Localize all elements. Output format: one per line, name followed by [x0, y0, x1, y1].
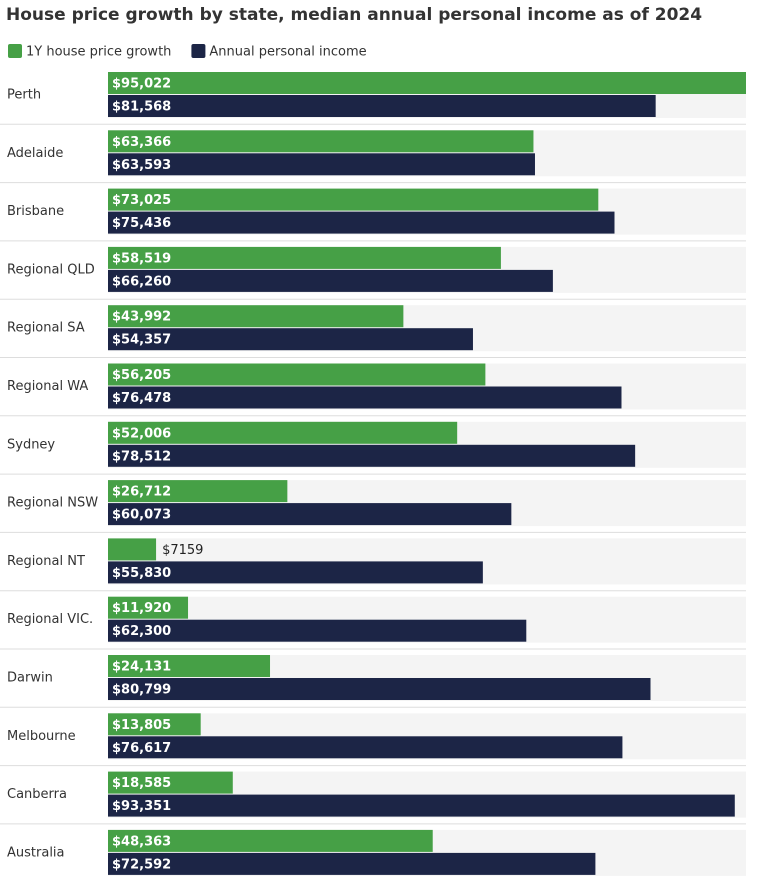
category-label: Regional QLD: [7, 262, 95, 277]
category-label: Regional NT: [7, 554, 85, 569]
value-label: $75,436: [112, 216, 171, 231]
value-label: $56,205: [112, 368, 171, 383]
value-label: $11,920: [112, 601, 171, 616]
value-label: $78,512: [112, 449, 171, 464]
category-label: Darwin: [7, 671, 53, 686]
bar: [108, 736, 623, 759]
value-label: $80,799: [112, 683, 171, 698]
value-label: $43,992: [112, 310, 171, 325]
bar: [108, 596, 189, 619]
value-label: $52,006: [112, 426, 171, 441]
chart-title: House price growth by state, median annu…: [6, 5, 702, 25]
category-label: Adelaide: [7, 146, 63, 161]
bar: [108, 713, 201, 736]
value-label: $60,073: [112, 508, 171, 523]
bar: [108, 130, 534, 153]
bar: [108, 421, 458, 444]
bar: [108, 480, 288, 503]
value-label: $76,478: [112, 391, 171, 406]
bar: [108, 771, 233, 794]
bar: [108, 619, 527, 642]
bar: [108, 328, 473, 351]
value-label: $81,568: [112, 100, 171, 115]
value-label: $66,260: [112, 274, 171, 289]
value-label: $63,366: [112, 135, 171, 150]
category-label: Regional VIC.: [7, 612, 93, 627]
bar: [108, 561, 483, 584]
value-label: $72,592: [112, 857, 171, 872]
bar: [108, 678, 651, 700]
value-label: $63,593: [112, 158, 171, 173]
bar: [108, 386, 622, 409]
value-label: $26,712: [112, 485, 171, 500]
value-label: $54,357: [112, 333, 171, 348]
legend-swatch: [8, 44, 22, 58]
category-label: Brisbane: [7, 204, 64, 219]
bar: [108, 363, 486, 386]
value-label: $48,363: [112, 834, 171, 849]
bar: [108, 269, 553, 292]
legend-label: 1Y house price growth: [26, 45, 171, 60]
bar: [108, 95, 656, 117]
category-label: Perth: [7, 88, 41, 103]
bar: [108, 72, 746, 94]
category-label: Regional NSW: [7, 496, 98, 511]
bar: [108, 188, 599, 211]
bar: [108, 305, 404, 328]
bar: [108, 246, 501, 269]
legend-swatch: [191, 44, 206, 58]
bar: [108, 655, 271, 677]
category-label: Regional SA: [7, 321, 85, 336]
value-label: $18,585: [112, 776, 171, 791]
bar: [108, 852, 596, 875]
value-label: $93,351: [112, 799, 171, 814]
category-label: Sydney: [7, 437, 55, 452]
value-label: $58,519: [112, 251, 171, 266]
value-label: $13,805: [112, 718, 171, 733]
legend-label: Annual personal income: [209, 45, 366, 60]
category-label: Australia: [7, 845, 65, 860]
bar: [108, 829, 433, 852]
bar: [108, 538, 157, 561]
value-label: $24,131: [112, 660, 171, 675]
value-label: $95,022: [112, 77, 171, 92]
category-label: Melbourne: [7, 729, 76, 744]
bar: [108, 444, 636, 467]
value-label: $76,617: [112, 741, 171, 756]
value-label: $62,300: [112, 624, 171, 639]
category-label: Canberra: [7, 787, 67, 802]
bar: [108, 794, 735, 817]
bar: [108, 153, 535, 176]
bar: [108, 503, 512, 526]
bar: [108, 211, 615, 234]
value-label: $73,025: [112, 193, 171, 208]
value-label: $55,830: [112, 566, 171, 581]
value-label: $7159: [162, 543, 203, 558]
category-label: Regional WA: [7, 379, 88, 394]
